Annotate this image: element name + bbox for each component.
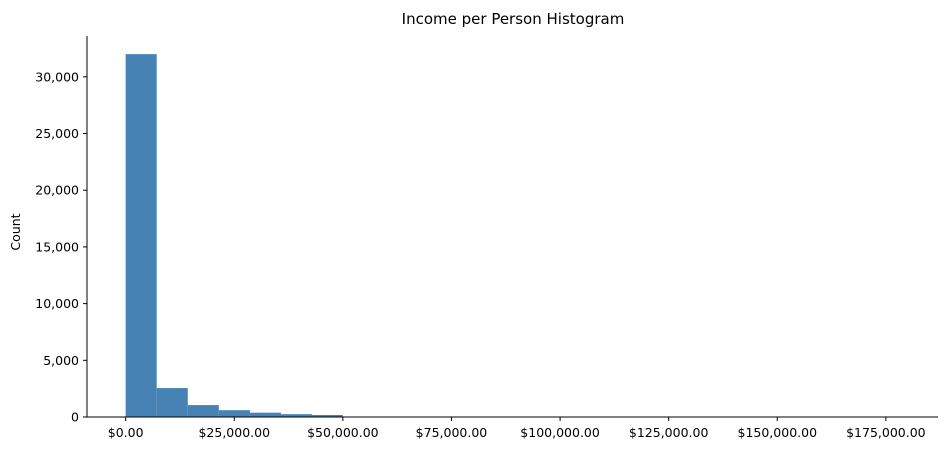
x-tick-label-0: $0.00 <box>108 425 144 440</box>
x-ticks-group: $0.00 $25,000.00 $50,000.00 $75,000.00 $100,… <box>108 417 926 440</box>
x-tick-label-6: $150,000.00 <box>738 425 818 440</box>
y-tick-label-2: 10,000 <box>35 296 79 311</box>
histogram-bar-4 <box>250 413 281 417</box>
x-tick-label-3: $75,000.00 <box>416 425 488 440</box>
y-axis-label: Count <box>8 213 23 250</box>
x-tick-label-2: $50,000.00 <box>307 425 379 440</box>
y-tick-label-5: 25,000 <box>35 126 79 141</box>
axes-group <box>87 36 938 417</box>
y-tick-label-0: 0 <box>71 410 79 425</box>
y-tick-label-6: 30,000 <box>35 69 79 84</box>
y-tick-label-4: 20,000 <box>35 183 79 198</box>
x-tick-label-5: $125,000.00 <box>629 425 709 440</box>
y-ticks-group: 0 5,000 10,000 15,000 20,000 25,000 30,000 <box>35 69 87 424</box>
y-tick-label-1: 5,000 <box>43 353 79 368</box>
y-tick-label-3: 15,000 <box>35 239 79 254</box>
bars-group <box>126 54 902 417</box>
histogram-bar-0 <box>126 54 157 417</box>
x-tick-label-1: $25,000.00 <box>198 425 270 440</box>
histogram-bar-1 <box>157 388 188 417</box>
x-tick-label-7: $175,000.00 <box>846 425 926 440</box>
histogram-bar-2 <box>188 405 219 417</box>
chart-title: Income per Person Histogram <box>402 10 625 28</box>
x-tick-label-4: $100,000.00 <box>520 425 600 440</box>
histogram-bar-3 <box>219 410 250 417</box>
